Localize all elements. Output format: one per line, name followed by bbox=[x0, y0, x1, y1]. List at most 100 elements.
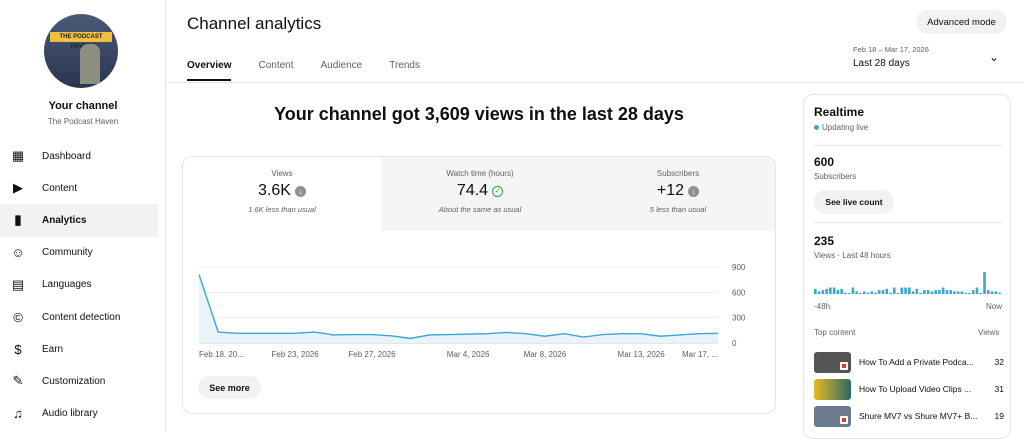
date-range[interactable]: Feb 18 – Mar 17, 2026 bbox=[853, 45, 929, 54]
arrow-down-icon: ↓ bbox=[688, 186, 699, 197]
realtime-bar bbox=[961, 291, 964, 294]
date-range-label[interactable]: Last 28 days bbox=[853, 58, 910, 69]
realtime-bar bbox=[859, 293, 862, 294]
see-more-button[interactable]: See more bbox=[198, 376, 261, 399]
chevron-down-icon[interactable]: ⌄ bbox=[989, 50, 999, 64]
x-tick-label: Now bbox=[986, 302, 1002, 311]
divider bbox=[814, 222, 1002, 223]
sidebar-item-label: Content detection bbox=[42, 312, 120, 323]
realtime-bar bbox=[908, 288, 911, 294]
sidebar-item-customization[interactable]: ✎Customization bbox=[0, 365, 158, 397]
realtime-bar bbox=[957, 291, 960, 294]
metric-views[interactable]: Views 3.6K↓ 1.6K less than usual bbox=[183, 157, 381, 231]
metric-label: Watch time (hours) bbox=[381, 169, 579, 178]
realtime-subscribers: 600 bbox=[814, 155, 834, 169]
channel-avatar[interactable]: THE PODCAST HAVEN bbox=[44, 14, 118, 88]
advanced-mode-button[interactable]: Advanced mode bbox=[916, 10, 1007, 34]
community-icon: ☺ bbox=[10, 245, 26, 261]
dollar-icon: $ bbox=[10, 341, 26, 357]
sidebar-item-label: Analytics bbox=[42, 215, 86, 226]
realtime-bar bbox=[942, 288, 945, 294]
arrow-down-icon: ↓ bbox=[295, 186, 306, 197]
realtime-bar-chart[interactable]: -48h Now bbox=[814, 270, 1004, 315]
sidebar-nav: ▦Dashboard ▶Content ▮ Analytics ☺ Communit… bbox=[0, 140, 166, 430]
sidebar-item-dashboard[interactable]: ▦Dashboard bbox=[0, 140, 158, 172]
headline: Your channel got 3,609 views in the last… bbox=[182, 104, 776, 125]
metric-note: About the same as usual bbox=[381, 205, 579, 214]
shorts-icon bbox=[840, 416, 848, 424]
video-views: 19 bbox=[986, 411, 1004, 421]
sidebar-item-analytics[interactable]: ▮ Analytics bbox=[0, 204, 158, 236]
video-title: How To Add a Private Podca... bbox=[859, 357, 986, 367]
realtime-bar bbox=[968, 293, 971, 294]
realtime-bar bbox=[953, 291, 956, 294]
realtime-bar bbox=[848, 293, 851, 294]
content-icon: ▶ bbox=[10, 180, 26, 196]
check-circle-icon: ✓ bbox=[492, 186, 503, 197]
tab-trends[interactable]: Trends bbox=[389, 60, 420, 81]
views-column-label: Views bbox=[978, 328, 999, 337]
top-content-item[interactable]: How To Upload Video Clips ...31 bbox=[814, 378, 1004, 400]
realtime-bar bbox=[855, 291, 858, 294]
sidebar-item-label: Community bbox=[42, 247, 93, 258]
realtime-bar bbox=[983, 272, 986, 294]
views-label: Views · Last 48 hours bbox=[814, 251, 891, 260]
channel-name: The Podcast Haven bbox=[0, 117, 166, 126]
sidebar-item-earn[interactable]: $ Earn bbox=[0, 333, 158, 365]
metric-value: 74.4 bbox=[457, 182, 488, 200]
x-tick-label: -48h bbox=[814, 302, 830, 311]
sidebar-item-content[interactable]: ▶Content bbox=[0, 172, 158, 204]
y-tick-label: 900 bbox=[732, 263, 746, 272]
languages-icon: ▤ bbox=[10, 277, 26, 293]
realtime-bar bbox=[840, 289, 843, 294]
x-tick-label: Mar 17, ... bbox=[682, 350, 718, 359]
sidebar-item-label: Audio library bbox=[42, 408, 98, 419]
realtime-bar bbox=[916, 289, 919, 294]
realtime-bar bbox=[852, 288, 855, 294]
metric-label: Subscribers bbox=[579, 169, 776, 178]
sidebar-item-community[interactable]: ☺ Community bbox=[0, 237, 158, 269]
realtime-bar bbox=[878, 290, 881, 294]
sidebar-item-label: Languages bbox=[42, 279, 92, 290]
shorts-icon bbox=[840, 362, 848, 370]
metric-watch-time[interactable]: Watch time (hours) 74.4 ✓ About the same … bbox=[381, 157, 579, 231]
realtime-bar bbox=[829, 288, 832, 294]
realtime-bar bbox=[987, 290, 990, 294]
realtime-bar bbox=[946, 290, 949, 294]
x-tick-label: Mar 8, 2026 bbox=[524, 350, 567, 359]
video-views: 32 bbox=[986, 357, 1004, 367]
top-content-item[interactable]: How To Add a Private Podca...32 bbox=[814, 351, 1004, 373]
tab-overview[interactable]: Overview bbox=[187, 60, 231, 81]
sidebar-item-audio-library[interactable]: ♫Audio library bbox=[0, 398, 158, 430]
divider bbox=[814, 145, 1002, 146]
analytics-icon: ▮ bbox=[10, 212, 26, 228]
tab-audience[interactable]: Audience bbox=[321, 60, 363, 81]
sidebar-item-content-detection[interactable]: ©Content detection bbox=[0, 301, 158, 333]
magic-wand-icon: ✎ bbox=[10, 373, 26, 389]
page-title: Channel analytics bbox=[187, 14, 321, 34]
realtime-card: Realtime Updating live 600 Subscribers S… bbox=[803, 94, 1011, 439]
video-title: How To Upload Video Clips ... bbox=[859, 384, 986, 394]
x-tick-label: Feb 27, 2026 bbox=[348, 350, 396, 359]
top-content-item[interactable]: Shure MV7 vs Shure MV7+ B...19 bbox=[814, 405, 1004, 427]
subscribers-label: Subscribers bbox=[814, 172, 856, 181]
see-live-count-button[interactable]: See live count bbox=[814, 190, 894, 214]
sidebar: THE PODCAST HAVEN Your channel The Podca… bbox=[0, 0, 166, 432]
sidebar-item-languages[interactable]: ▤ Languages bbox=[0, 269, 158, 301]
realtime-bar bbox=[885, 289, 888, 294]
realtime-bar bbox=[900, 288, 903, 294]
realtime-bar bbox=[889, 293, 892, 294]
realtime-bar bbox=[893, 288, 896, 294]
realtime-bar bbox=[818, 291, 821, 294]
realtime-bar bbox=[863, 291, 866, 294]
realtime-bar bbox=[991, 291, 994, 294]
metric-subscribers[interactable]: Subscribers +12↓ 5 less than usual bbox=[579, 157, 776, 231]
realtime-bar bbox=[979, 293, 982, 294]
sidebar-item-label: Dashboard bbox=[42, 151, 91, 162]
sidebar-item-label: Earn bbox=[42, 344, 63, 355]
tabs: Overview Content Audience Trends bbox=[187, 60, 447, 81]
tab-content[interactable]: Content bbox=[258, 60, 293, 81]
avatar-banner: THE PODCAST HAVEN bbox=[50, 32, 112, 42]
metric-label: Views bbox=[183, 169, 381, 178]
